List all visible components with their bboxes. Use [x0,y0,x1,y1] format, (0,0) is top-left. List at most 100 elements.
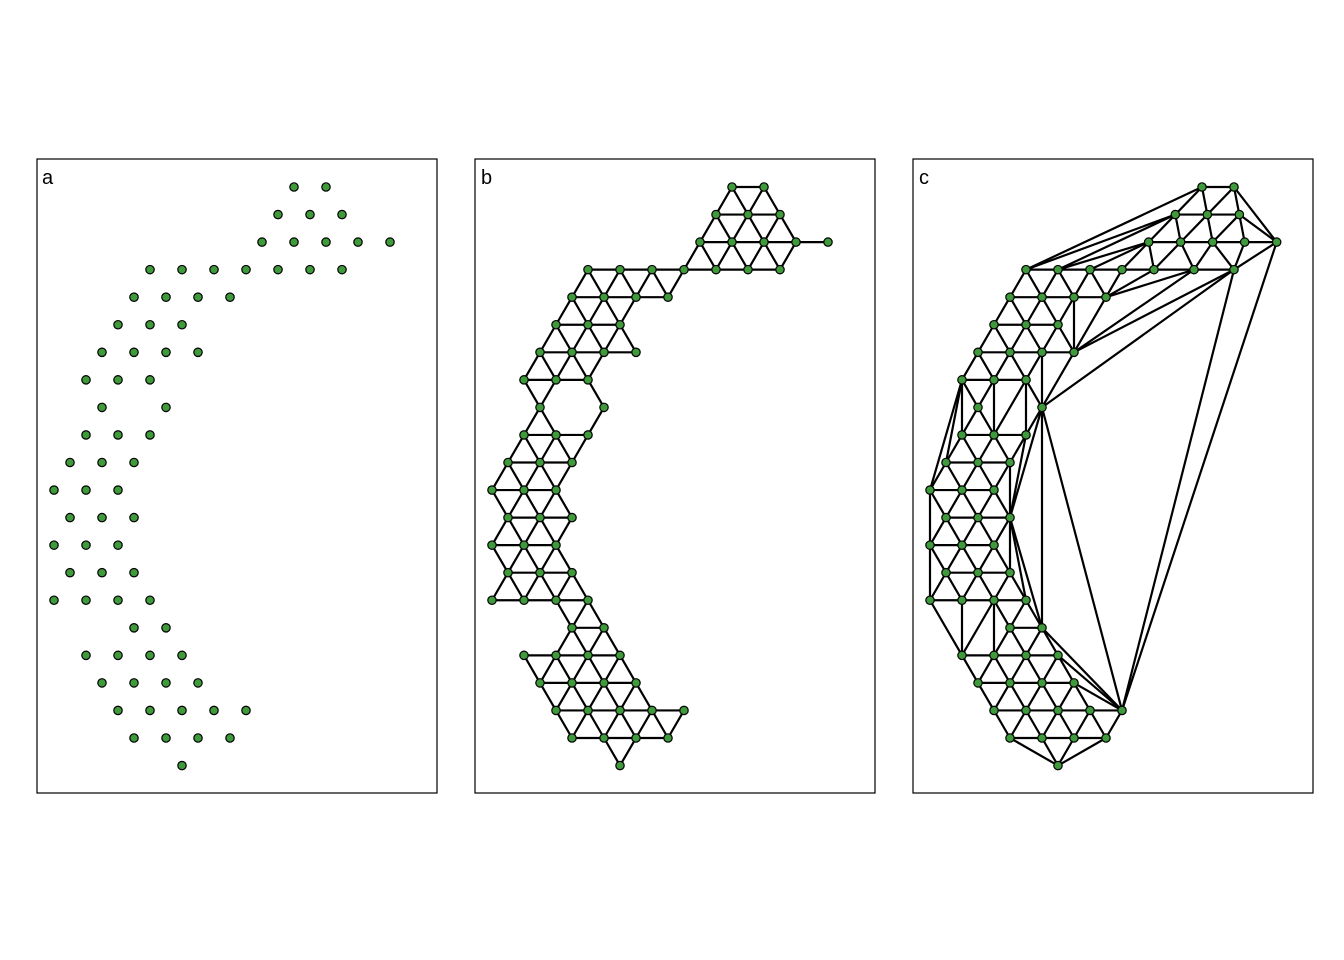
graph-node [567,292,577,302]
graph-node [599,402,609,413]
graph-edge [554,654,574,685]
graph-edge [746,241,766,271]
graph-edge [586,378,606,409]
graph-edge [490,461,510,492]
graph-node [925,540,935,550]
graph-node [551,375,561,385]
graph-edge [554,351,574,381]
graph-node [1175,237,1186,247]
graph-edge [746,213,766,244]
graph-edge [992,654,1012,685]
graph-edge [618,323,638,354]
graph-node [551,485,561,495]
graph-edge [1120,268,1236,712]
graph-edge [570,599,590,629]
graph-node [989,485,999,495]
graph-edge [1232,185,1278,244]
graph-node [1005,678,1015,688]
panel-b-frame [474,158,876,794]
graph-node [129,733,139,743]
graph-node [177,264,187,275]
graph-node [519,485,529,495]
graph-edge [976,323,996,354]
graph-node [97,402,107,413]
graph-node [1085,705,1095,716]
graph-node [1229,264,1239,275]
graph-edge [1072,681,1092,712]
graph-node [615,705,625,716]
graph-edge [960,599,996,657]
graph-node [1197,182,1207,192]
graph-edge [976,544,996,574]
graph-edge [1174,185,1204,216]
graph-node [759,182,769,192]
panel-b-edges [490,185,830,767]
graph-node [1207,237,1218,247]
graph-node [1143,237,1154,247]
graph-node [989,650,999,661]
graph-edge [1024,378,1044,409]
graph-node [1037,678,1047,688]
graph-edge [730,185,750,216]
graph-edge [928,488,948,519]
graph-edge [960,488,980,519]
graph-edge [976,654,996,685]
graph-node [1229,182,1239,192]
graph-node [209,264,219,275]
graph-edge [976,351,996,381]
graph-edge [602,681,622,712]
graph-edge [944,571,964,602]
graph-node [989,595,999,606]
graph-node [551,595,561,606]
graph-node [957,595,967,606]
graph-edge [602,736,622,767]
graph-edge [1008,433,1028,519]
graph-node [551,705,561,716]
graph-edge [1008,736,1060,767]
graph-node [289,182,299,192]
graph-edge [1232,241,1246,271]
graph-node [49,595,59,606]
graph-edge [1104,268,1156,299]
graph-node [599,347,609,358]
graph-edge [602,323,622,354]
graph-edge [1120,241,1150,271]
graph-edge [944,433,964,464]
graph-edge [698,213,718,244]
graph-node [1053,319,1063,330]
panel-b: b [474,158,876,794]
graph-edge [538,681,558,712]
graph-node [1053,760,1063,771]
graph-node [1021,705,1031,716]
graph-edge [586,406,606,437]
graph-edge [570,323,590,354]
graph-node [1053,650,1063,661]
graph-edge [506,461,526,492]
graph-edge [1024,185,1204,271]
graph-node [97,678,107,688]
graph-edge [650,709,670,740]
graph-edge [522,654,542,685]
graph-node [1239,237,1250,247]
graph-node [1053,264,1063,275]
graph-node [615,319,625,330]
graph-edge [490,571,510,602]
graph-edge [1206,185,1236,216]
graph-node [567,733,577,743]
graph-node [599,678,609,688]
graph-node [81,430,91,440]
graph-node [711,264,721,275]
graph-node [519,540,529,550]
graph-edge [1008,654,1028,685]
graph-node [113,705,123,716]
graph-node [925,485,935,495]
graph-edge [992,323,1012,354]
graph-node [113,650,123,661]
graph-node [775,209,785,220]
graph-edge [586,296,606,326]
panel-a: a [36,158,438,794]
graph-edge [992,351,1012,381]
graph-edge [1104,709,1124,740]
graph-edge [522,433,542,464]
graph-node [1005,457,1015,468]
